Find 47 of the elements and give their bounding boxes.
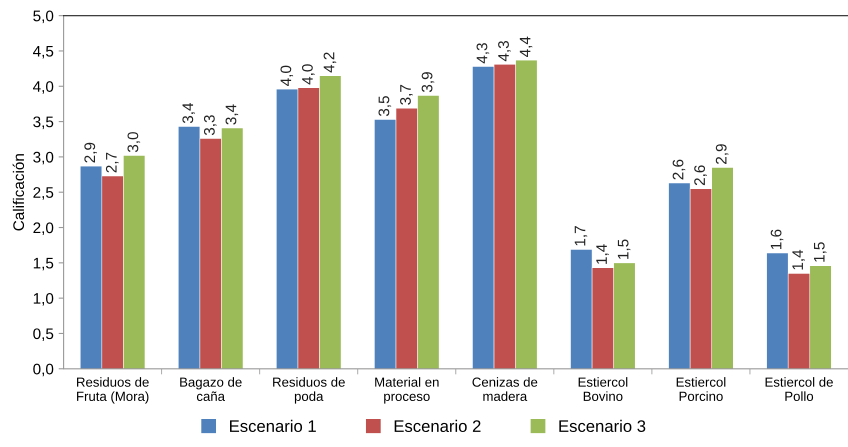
y-tick-label: 0,5 [33,328,54,341]
x-tick-label: Estiercol Porcino [676,377,726,402]
data-label: 1,5 [618,239,630,259]
data-label: 1,6 [770,230,784,250]
y-tick-label: 3,5 [33,116,54,130]
y-tick-label: 1,5 [34,258,54,270]
y-tick-label: 4,5 [32,46,54,58]
y-tick-label: 2,5 [33,187,54,200]
legend-label: Escenario 2 [394,420,481,432]
data-label: 4,3 [498,41,511,62]
y-tick-label: 3,0 [33,152,54,164]
data-label: 4,2 [324,52,336,73]
x-tick-label: Material en proceso [375,377,439,404]
legend-label: Escenario 3 [559,420,646,432]
data-label: 1,4 [792,250,805,270]
data-label: 1,7 [574,226,588,246]
x-tick-label: Bagazo de caña [180,377,242,402]
x-tick-label: Residuos de poda [273,377,345,404]
data-label: 3,7 [400,84,413,105]
data-label: 3,4 [182,102,196,124]
x-tick-label: Estiercol Bovino [578,377,628,402]
y-tick-label: 1,0 [34,293,54,306]
data-label: 2,9 [716,144,728,164]
data-label: 1,4 [596,244,609,264]
data-label: 3,0 [127,132,140,152]
y-tick-label: 4,0 [32,81,54,94]
y-tick-label: 0,0 [33,364,54,376]
legend-label: Escenario 1 [230,420,316,432]
data-label: 1,5 [814,242,826,262]
x-tick-label: Estiercol de Pollo [766,377,833,402]
data-label: 4,0 [302,64,315,85]
data-label: 3,4 [226,104,238,125]
y-tick-label: 2,0 [33,222,54,236]
x-tick-label: Residuos de Fruta (Mora) [77,377,149,404]
data-label: 2,9 [84,142,97,163]
data-label: 2,7 [106,152,119,172]
data-label: 2,6 [694,165,707,186]
data-label: 3,5 [378,96,392,116]
x-tick-label: Cenizas de madera [472,377,538,402]
data-label: 4,0 [280,66,294,86]
y-tick-label: 5,0 [33,10,54,24]
data-label: 3,3 [204,115,217,136]
data-label: 2,6 [672,160,686,180]
data-label: 4,4 [520,36,532,58]
data-label: 4,3 [476,43,490,64]
data-label: 3,9 [422,72,434,92]
y-axis-title: Calificación [12,154,24,230]
